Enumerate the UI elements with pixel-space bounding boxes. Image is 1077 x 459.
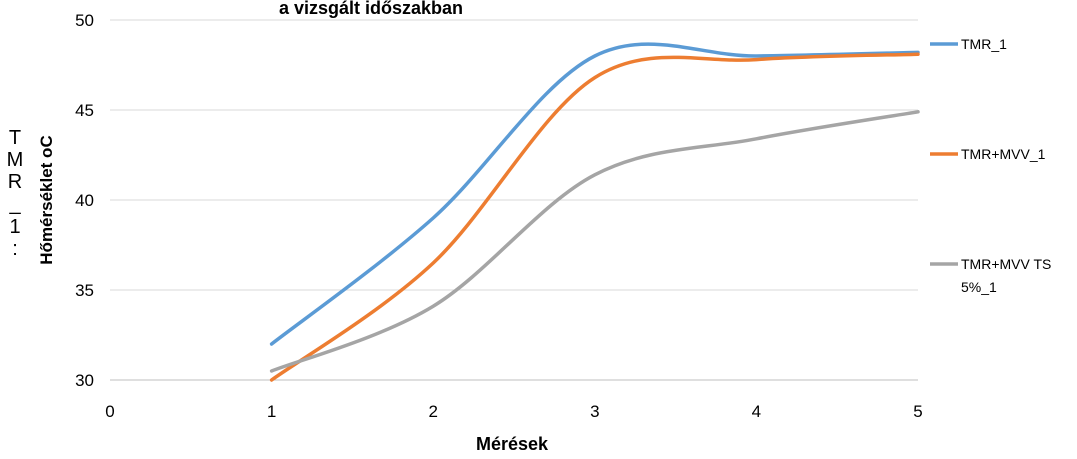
y-tick-label: 50 bbox=[75, 11, 94, 30]
stray-char: R bbox=[7, 171, 23, 193]
chart-title: a vizsgált időszakban bbox=[279, 0, 463, 18]
stray-char: : bbox=[12, 238, 18, 260]
series-lines bbox=[269, 42, 920, 382]
legend-label: TMR+MVV TS bbox=[961, 256, 1051, 272]
legend-label-wrap: 5%_1 bbox=[961, 279, 997, 295]
y-axis-title: Hőmérséklet oC bbox=[37, 135, 56, 264]
series-line bbox=[269, 52, 920, 382]
x-tick-label: 5 bbox=[913, 402, 922, 421]
x-tick-label: 2 bbox=[428, 402, 437, 421]
x-tick-label: 1 bbox=[267, 402, 276, 421]
x-axis-title: Mérések bbox=[476, 434, 549, 454]
gridlines bbox=[110, 19, 918, 291]
stray-char: _ bbox=[9, 193, 21, 215]
legend-label: TMR+MVV_1 bbox=[961, 146, 1046, 162]
series-line bbox=[269, 42, 920, 346]
x-tick-label: 0 bbox=[105, 402, 114, 421]
y-tick-label: 35 bbox=[75, 281, 94, 300]
legend: TMR_1 TMR+MVV_1 TMR+MVV TS 5%_1 bbox=[930, 36, 1051, 295]
y-tick-label: 40 bbox=[75, 191, 94, 210]
y-tick-label: 30 bbox=[75, 371, 94, 390]
x-tick-label: 4 bbox=[752, 402, 761, 421]
stray-char: M bbox=[6, 149, 24, 171]
legend-label: TMR_1 bbox=[961, 36, 1007, 52]
series-line bbox=[269, 110, 920, 373]
x-tick-label: 3 bbox=[590, 402, 599, 421]
stray-char: T bbox=[8, 127, 22, 149]
stray-char: 1 bbox=[9, 216, 21, 238]
y-tick-label: 45 bbox=[75, 101, 94, 120]
